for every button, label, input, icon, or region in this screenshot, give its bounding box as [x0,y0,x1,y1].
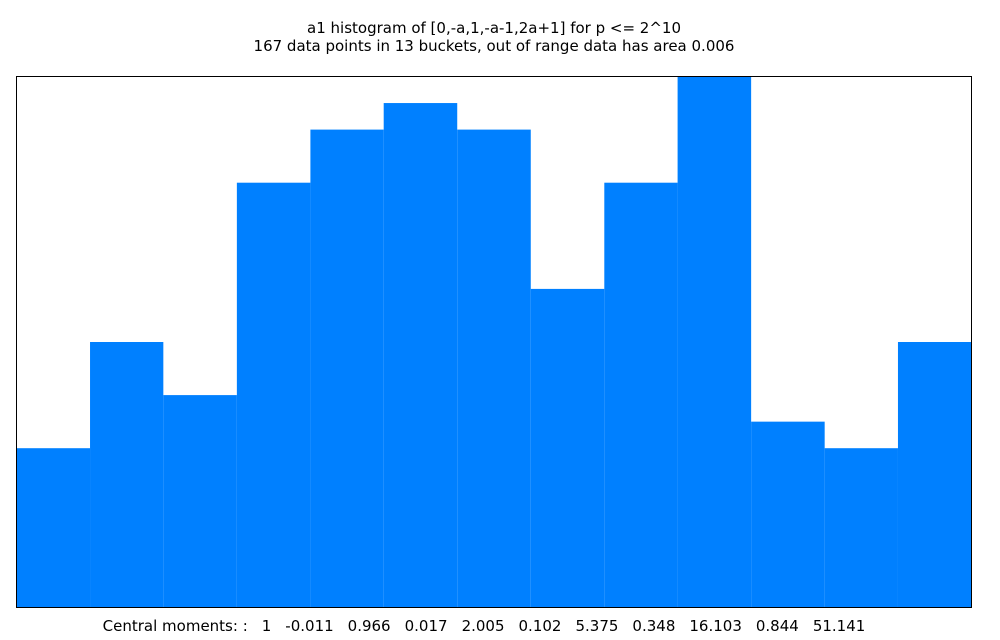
moment-value: 0.017 [405,617,448,635]
moments-text: Central moments: : 1 -0.011 0.966 0.017 2.005… [103,617,866,635]
bar [310,129,384,608]
bar [90,342,164,608]
bar [236,182,311,608]
bar [16,448,91,608]
moment-value: 5.375 [575,617,618,635]
moment-value: 0.102 [519,617,562,635]
bar [457,129,531,608]
bar [604,182,678,608]
chart-subtitle: 167 data points in 13 buckets, out of ra… [254,37,735,55]
bar [824,448,898,608]
moment-value: 51.141 [813,617,866,635]
moment-value: -0.011 [285,617,333,635]
bars [16,76,972,608]
bar [897,342,972,608]
moments-label: Central moments: : [103,617,248,635]
bar [677,76,752,608]
bar [163,395,237,608]
moment-value: 16.103 [689,617,742,635]
bar [383,103,458,608]
moment-value: 0.844 [756,617,799,635]
chart-title: a1 histogram of [0,-a,1,-a-1,2a+1] for p… [307,19,681,37]
moment-value: 2.005 [462,617,505,635]
bar [530,288,605,608]
moment-value: 1 [262,617,272,635]
moment-value: 0.348 [632,617,675,635]
bar [751,421,825,608]
moment-value: 0.966 [348,617,391,635]
plot-frame [16,76,972,608]
